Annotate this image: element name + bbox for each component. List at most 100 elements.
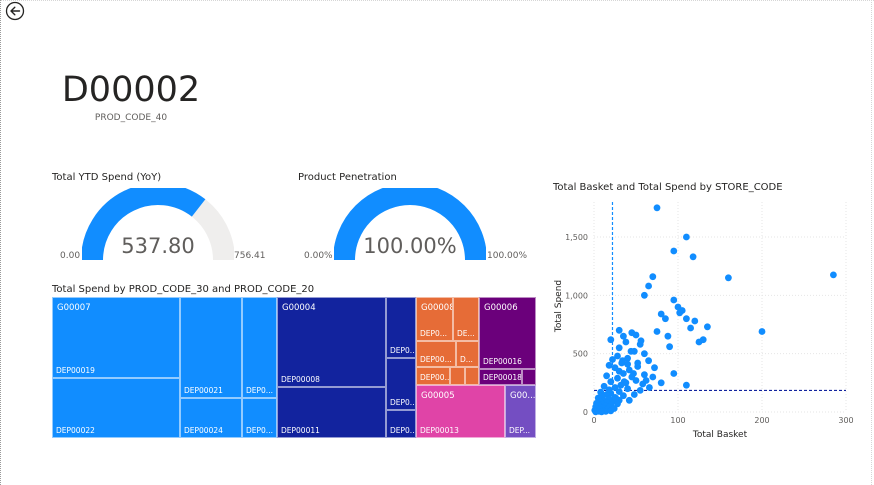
treemap-cell-label: DEP0...	[390, 426, 416, 435]
scatter-point	[614, 352, 621, 360]
scatter-grid	[593, 202, 847, 413]
scatter-point	[600, 382, 608, 390]
scatter-point	[619, 357, 626, 365]
scatter-point	[642, 377, 650, 384]
treemap-cell[interactable]: DEP0...	[386, 297, 416, 358]
treemap-cell[interactable]: G00008 DEP0...	[416, 297, 453, 341]
scatter-point	[598, 408, 605, 416]
scatter-point	[603, 372, 610, 380]
scatter-point	[615, 326, 623, 334]
treemap-cell-label: DEP00021	[184, 386, 223, 395]
treemap-cell[interactable]: DEP00024	[180, 398, 242, 438]
treemap-cell[interactable]	[522, 369, 536, 385]
treemap-cell-label: DEP...	[509, 426, 531, 435]
treemap-cell[interactable]: G00... DEP...	[505, 385, 536, 438]
scatter-point	[666, 343, 673, 351]
treemap-cell[interactable]: DEP00021	[180, 297, 242, 398]
treemap-cell-label: DEP00018	[483, 373, 522, 382]
scatter-point	[670, 370, 678, 377]
scatter-point	[646, 384, 653, 391]
y-tick-label: 500	[573, 350, 588, 359]
scatter-point	[641, 291, 648, 299]
kpi-label: PROD_CODE_40	[94, 113, 168, 123]
scatter-point	[687, 324, 694, 332]
scatter-point	[625, 396, 633, 404]
treemap-cell-label: DEP00008	[281, 375, 320, 384]
treemap-group-label: G00004	[282, 303, 316, 313]
treemap-cell[interactable]: DEP00...	[416, 341, 456, 367]
treemap-cell-label: DEP0...	[390, 346, 416, 355]
scatter-x-axis-title: Total Basket	[692, 430, 748, 440]
scatter-point	[704, 323, 711, 331]
scatter-chart[interactable]: 0 100 200 300 0 500 1,000 1,500 Total Basket T…	[548, 194, 858, 450]
back-arrow-icon[interactable]	[5, 1, 25, 21]
treemap-cell[interactable]: G00004 DEP00008	[277, 297, 386, 387]
treemap-cell[interactable]	[465, 367, 479, 385]
scatter-point	[615, 344, 623, 352]
scatter-point	[592, 408, 600, 416]
gauge-spend[interactable]	[82, 188, 234, 264]
treemap-cell-label: DEP00...	[420, 355, 452, 364]
gauge-spend-max: 756.41	[234, 251, 266, 261]
treemap-cell-label: DEP00024	[184, 426, 223, 435]
treemap-cell[interactable]: DEP00011	[277, 387, 386, 438]
treemap-cell[interactable]: D...	[456, 341, 479, 367]
treemap-cell[interactable]: DE...	[453, 297, 479, 341]
treemap-cell[interactable]	[450, 367, 465, 385]
scatter-point	[649, 273, 657, 281]
treemap-cell[interactable]: DEP00022	[52, 378, 180, 438]
scatter-point	[653, 328, 661, 335]
scatter-reference-lines	[594, 202, 846, 412]
scatter-point	[691, 317, 699, 325]
treemap-cell-label: DEP00019	[56, 366, 95, 375]
treemap-cell-label: DEP00011	[281, 426, 320, 435]
treemap-cell-label: DEP00...	[420, 373, 450, 382]
scatter-point	[614, 374, 621, 382]
gauge-penetration[interactable]	[334, 188, 486, 264]
treemap-cell[interactable]: G00007 DEP00019	[52, 297, 180, 378]
treemap-cell[interactable]: G00005 DEP00013	[416, 385, 505, 438]
scatter-point	[624, 360, 631, 368]
treemap-cell-label: DEP0...	[390, 398, 416, 407]
scatter-point	[699, 336, 707, 344]
gauge-spend-fill	[82, 188, 206, 261]
scatter-point	[651, 364, 658, 372]
treemap-cell-label: DEP0...	[420, 329, 447, 338]
treemap-cell-label: DE...	[457, 329, 475, 338]
treemap-cell[interactable]: DEP0...	[386, 410, 416, 438]
treemap: G00007 DEP00019 DEP00022 DEP00021 DEP000…	[52, 297, 536, 438]
scatter-point	[609, 356, 616, 363]
scatter-point	[632, 377, 640, 384]
y-tick-label: 1,500	[565, 233, 588, 242]
treemap-cell[interactable]: DEP00018	[479, 369, 522, 385]
scatter-point	[641, 371, 648, 379]
treemap-cell[interactable]: DEP0...	[386, 358, 416, 410]
scatter-point	[670, 247, 678, 255]
scatter-point	[676, 309, 684, 317]
scatter-point	[632, 331, 640, 339]
treemap-cell[interactable]: DEP0...	[242, 297, 277, 398]
scatter-point	[634, 359, 642, 367]
treemap-cell-label: DEP0...	[246, 386, 273, 395]
scatter-point	[607, 378, 615, 386]
scatter-point	[630, 391, 638, 398]
scatter-point	[664, 332, 672, 340]
treemap-cell[interactable]: DEP0...	[242, 398, 277, 438]
scatter-point	[725, 274, 732, 282]
treemap-group-label: G00005	[421, 391, 455, 401]
scatter-y-ticks: 0 500 1,000 1,500	[565, 233, 588, 417]
scatter-point	[657, 379, 665, 387]
scatter-point	[615, 388, 623, 395]
treemap-cell[interactable]: DEP00...	[416, 367, 450, 385]
scatter-point	[620, 370, 627, 377]
kpi-value: D00002	[61, 70, 201, 110]
treemap-cell[interactable]: G00006 DEP00016	[479, 297, 536, 369]
gauge-spend-title: Total YTD Spend (YoY)	[52, 172, 162, 183]
gauge-spend-value: 537.80	[121, 234, 195, 258]
page-border-top	[0, 0, 874, 1]
scatter-title: Total Basket and Total Spend by STORE_CO…	[553, 182, 783, 193]
scatter-point	[670, 296, 678, 304]
scatter-point	[620, 392, 627, 400]
x-tick-label: 0	[591, 416, 596, 425]
y-tick-label: 0	[583, 408, 588, 417]
